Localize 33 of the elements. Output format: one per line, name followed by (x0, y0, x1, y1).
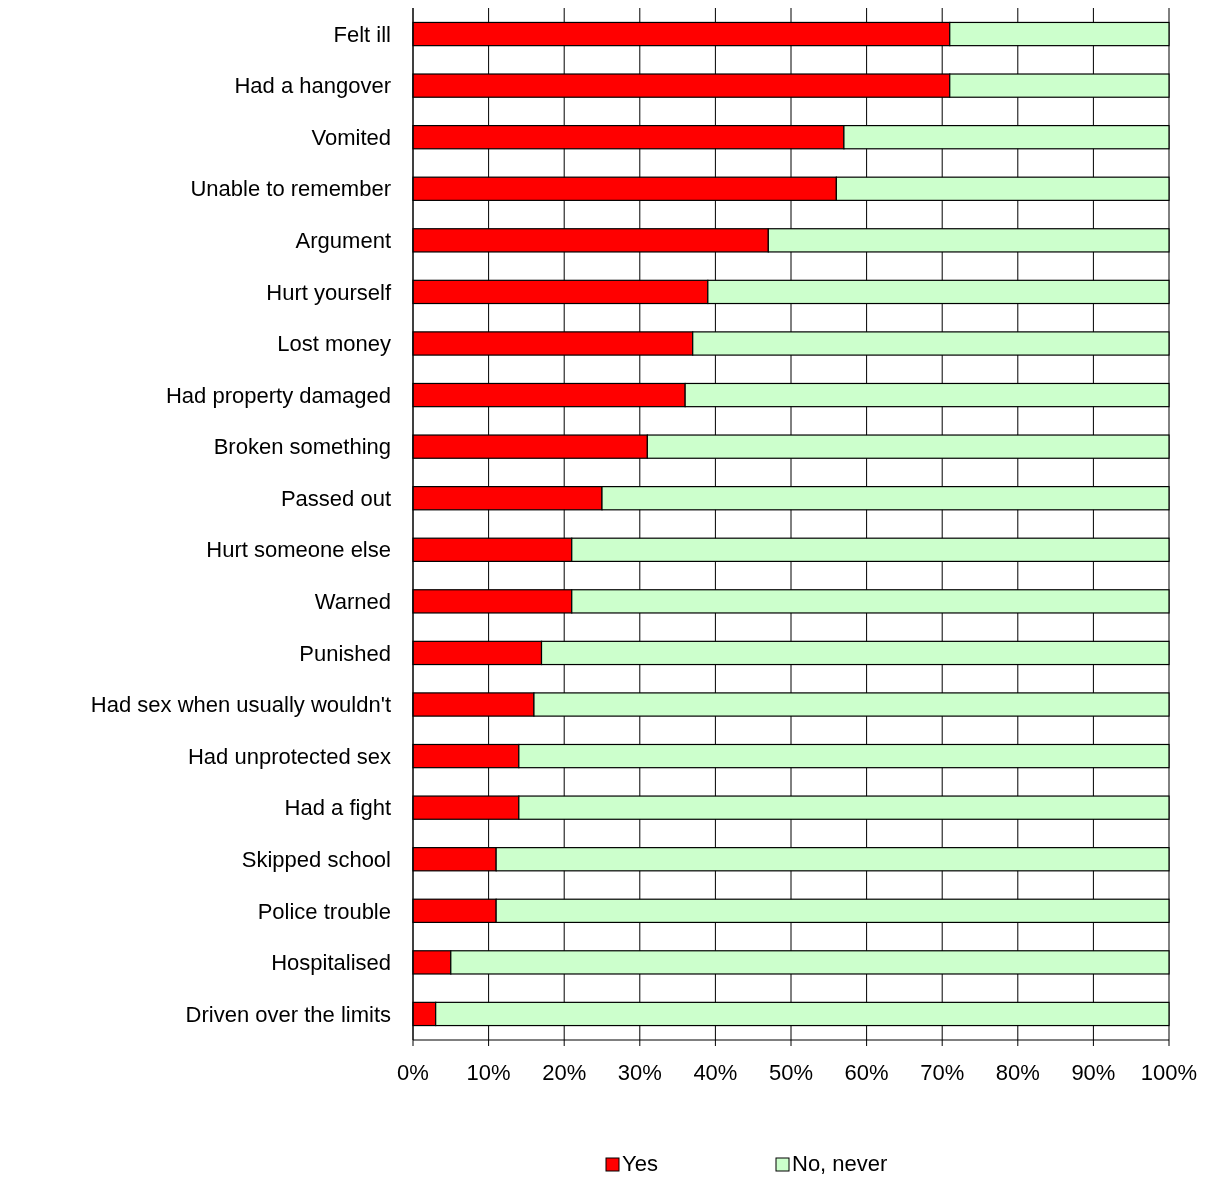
x-tick-label: 20% (542, 1060, 587, 1085)
x-tick-label: 70% (920, 1060, 965, 1085)
y-tick-label: Punished (299, 640, 391, 666)
x-tick-label: 50% (768, 1060, 814, 1085)
x-tick-label: 40% (693, 1060, 738, 1085)
x-tick-label: 30% (617, 1060, 662, 1085)
y-tick-label: Broken something (213, 434, 391, 460)
y-tick-label: Lost money (277, 331, 391, 357)
y-tick-label: Had sex when usually wouldn't (90, 692, 391, 718)
x-tick-label: 10% (466, 1060, 511, 1085)
legend-label: No, never (792, 1151, 888, 1176)
y-tick-label: Passed out (280, 485, 391, 511)
y-tick-label: Vomited (311, 124, 391, 150)
legend-label: Yes (622, 1151, 658, 1176)
x-tick-label: 0% (397, 1060, 429, 1085)
y-tick-label: Argument (295, 228, 391, 254)
y-tick-label: Had unprotected sex (187, 743, 391, 769)
y-tick-label: Driven over the limits (185, 1001, 391, 1027)
x-tick-label: 60% (844, 1060, 889, 1085)
y-tick-label: Hospitalised (271, 950, 391, 976)
x-tick-label: 100% (1140, 1060, 1198, 1085)
x-tick-label: 80% (995, 1060, 1040, 1085)
y-tick-label: Hurt someone else (206, 537, 391, 563)
x-tick-label: 90% (1071, 1060, 1116, 1085)
y-tick-label: Had a hangover (234, 73, 391, 99)
y-tick-label: Had a fight (284, 795, 391, 821)
y-tick-label: Police trouble (257, 898, 391, 924)
y-tick-label: Hurt yourself (266, 279, 392, 305)
y-tick-label: Unable to remember (190, 176, 391, 202)
y-tick-label: Skipped school (241, 846, 391, 872)
y-tick-label: Felt ill (333, 21, 391, 47)
y-tick-label: Had property damaged (165, 382, 391, 408)
y-tick-label: Warned (314, 589, 391, 615)
